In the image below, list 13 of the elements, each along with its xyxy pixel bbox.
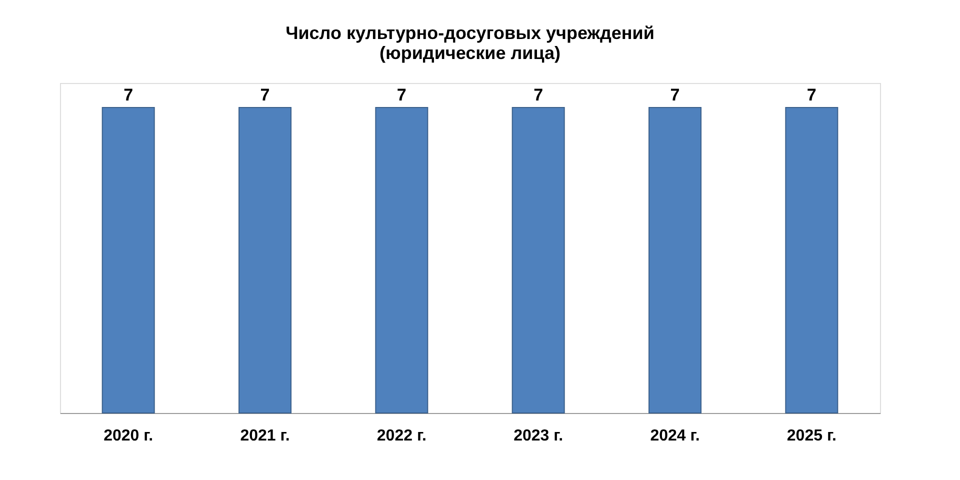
data-label: 7 xyxy=(806,85,816,104)
x-tick-label: 2022 г. xyxy=(376,428,426,444)
x-tick-label: 2024 г. xyxy=(650,428,700,444)
data-label: 7 xyxy=(124,85,134,104)
x-tick-label: 2025 г. xyxy=(786,428,836,444)
data-label: 7 xyxy=(396,85,406,104)
x-tick-label: 2023 г. xyxy=(514,428,564,444)
data-label: 7 xyxy=(260,85,270,104)
x-tick-label: 2020 г. xyxy=(104,428,154,444)
data-label: 7 xyxy=(534,85,544,104)
x-tick-label: 2021 г. xyxy=(240,428,290,444)
data-label: 7 xyxy=(670,85,680,104)
chart-title: Число культурно-досуговых учреждений (юридические лица) xyxy=(286,23,654,63)
